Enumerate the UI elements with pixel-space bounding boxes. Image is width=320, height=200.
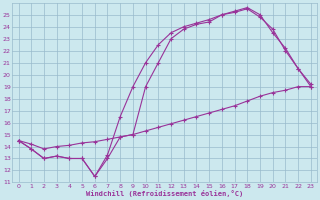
X-axis label: Windchill (Refroidissement éolien,°C): Windchill (Refroidissement éolien,°C): [86, 190, 243, 197]
